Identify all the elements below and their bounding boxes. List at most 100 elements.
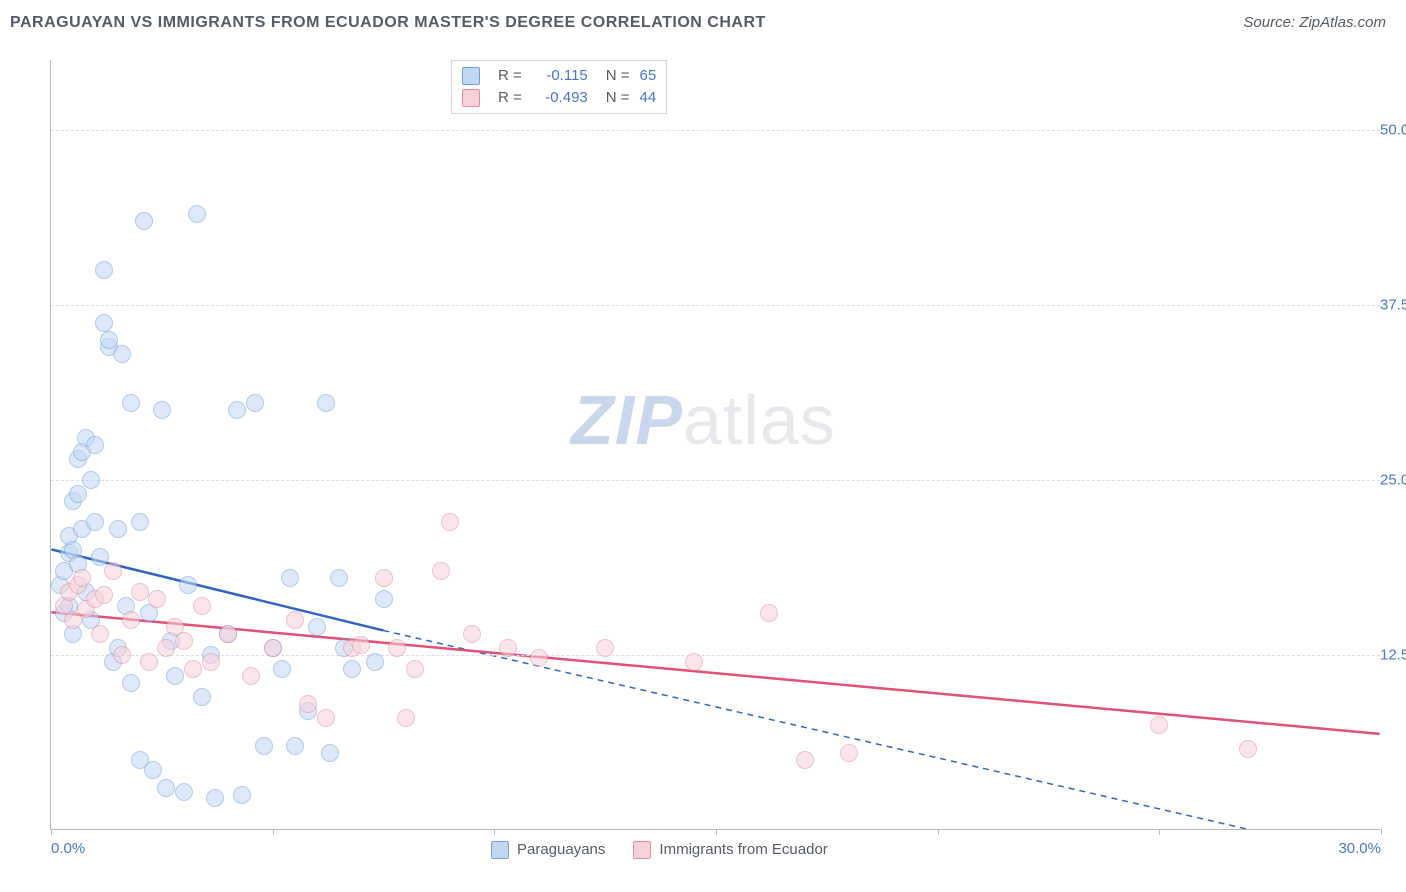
data-point-ecuador [286,611,304,629]
gridline-h [51,305,1380,306]
stats-r-label: R = [498,65,522,87]
data-point-paraguayans [95,261,113,279]
watermark-zip: ZIP [571,381,683,459]
data-point-ecuador [1150,716,1168,734]
data-point-ecuador [441,513,459,531]
data-point-paraguayans [308,618,326,636]
data-point-ecuador [596,639,614,657]
data-point-paraguayans [153,401,171,419]
data-point-paraguayans [113,345,131,363]
data-point-ecuador [122,611,140,629]
gridline-h [51,655,1380,656]
data-point-ecuador [73,569,91,587]
data-point-paraguayans [122,394,140,412]
y-tick-label: 37.5% [1380,297,1406,314]
data-point-ecuador [157,639,175,657]
legend-swatch-paraguayans [491,841,509,859]
data-point-ecuador [175,632,193,650]
data-point-ecuador [685,653,703,671]
data-point-paraguayans [228,401,246,419]
data-point-ecuador [104,562,122,580]
legend-bottom: Paraguayans Immigrants from Ecuador [491,841,828,859]
data-point-paraguayans [179,576,197,594]
stats-swatch-ecuador [462,89,480,107]
data-point-ecuador [375,569,393,587]
stats-r-value-ecuador: -0.493 [532,87,588,109]
data-point-ecuador [432,562,450,580]
data-point-ecuador [352,636,370,654]
data-point-ecuador [91,625,109,643]
y-tick-label: 25.0% [1380,472,1406,489]
data-point-paraguayans [109,520,127,538]
data-point-paraguayans [95,314,113,332]
trendline-extrap-paraguayans [383,630,1246,829]
legend-swatch-ecuador [633,841,651,859]
data-point-paraguayans [206,789,224,807]
y-tick-label: 50.0% [1380,122,1406,139]
stats-r-value-paraguayans: -0.115 [532,65,588,87]
legend-label-ecuador: Immigrants from Ecuador [659,841,827,858]
x-tick [1159,829,1160,835]
trendlines-layer [51,60,1380,829]
x-tick [1381,829,1382,835]
legend-label-paraguayans: Paraguayans [517,841,605,858]
data-point-paraguayans [144,761,162,779]
data-point-paraguayans [286,737,304,755]
data-point-ecuador [463,625,481,643]
legend-item-paraguayans: Paraguayans [491,841,605,859]
data-point-ecuador [242,667,260,685]
source-attribution: Source: ZipAtlas.com [1243,14,1386,31]
watermark: ZIPatlas [571,380,836,460]
x-tick [716,829,717,835]
data-point-ecuador [796,751,814,769]
data-point-ecuador [317,709,335,727]
y-tick-label: 12.5% [1380,647,1406,664]
x-tick-label: 30.0% [1338,840,1381,857]
data-point-paraguayans [166,667,184,685]
chart-title: PARAGUAYAN VS IMMIGRANTS FROM ECUADOR MA… [10,14,766,32]
data-point-paraguayans [188,205,206,223]
data-point-ecuador [148,590,166,608]
x-tick [273,829,274,835]
data-point-ecuador [219,625,237,643]
data-point-paraguayans [157,779,175,797]
stats-n-value-ecuador: 44 [640,87,657,109]
data-point-paraguayans [86,513,104,531]
gridline-h [51,480,1380,481]
data-point-ecuador [95,586,113,604]
data-point-ecuador [499,639,517,657]
data-point-paraguayans [375,590,393,608]
stats-box: R =-0.115N =65R =-0.493N =44 [451,60,667,114]
data-point-paraguayans [175,783,193,801]
data-point-paraguayans [69,485,87,503]
data-point-paraguayans [330,569,348,587]
data-point-paraguayans [343,660,361,678]
x-tick-label: 0.0% [51,840,85,857]
gridline-h [51,130,1380,131]
chart-container: PARAGUAYAN VS IMMIGRANTS FROM ECUADOR MA… [0,0,1406,892]
data-point-paraguayans [255,737,273,755]
legend-item-ecuador: Immigrants from Ecuador [633,841,827,859]
data-point-paraguayans [122,674,140,692]
data-point-paraguayans [86,436,104,454]
data-point-ecuador [760,604,778,622]
watermark-atlas: atlas [683,381,836,459]
data-point-paraguayans [246,394,264,412]
data-point-ecuador [1239,740,1257,758]
source-prefix: Source: [1243,14,1299,31]
data-point-ecuador [397,709,415,727]
data-point-ecuador [184,660,202,678]
data-point-ecuador [131,583,149,601]
data-point-paraguayans [135,212,153,230]
stats-row-paraguayans: R =-0.115N =65 [462,65,656,87]
data-point-ecuador [406,660,424,678]
data-point-ecuador [202,653,220,671]
data-point-ecuador [264,639,282,657]
stats-swatch-paraguayans [462,67,480,85]
data-point-paraguayans [82,471,100,489]
data-point-ecuador [193,597,211,615]
x-tick [51,829,52,835]
stats-n-label: N = [606,65,630,87]
data-point-paraguayans [321,744,339,762]
stats-r-label: R = [498,87,522,109]
